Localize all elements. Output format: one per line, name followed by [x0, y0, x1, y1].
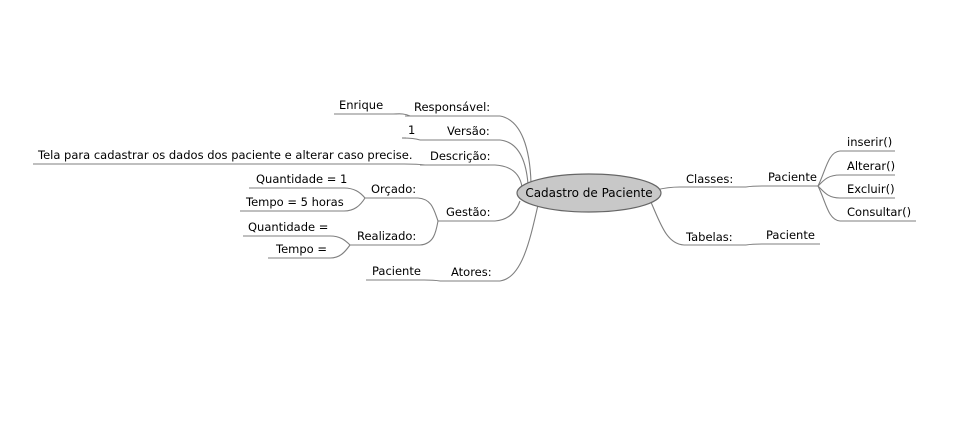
label-realizado: Realizado:	[357, 229, 416, 243]
label-versao: Versão:	[447, 124, 490, 138]
connector-tabelas-value	[745, 243, 763, 246]
connector-atores-value	[423, 279, 441, 282]
label-descricao: Descrição:	[430, 149, 490, 163]
value-descricao: Tela para cadastrar os dados dos pacient…	[37, 148, 413, 162]
method-consultar: Consultar()	[847, 205, 911, 219]
value-orcado-tempo: Tempo = 5 horas	[245, 195, 344, 209]
connector-atores	[499, 204, 539, 282]
connector-method-3	[817, 185, 841, 199]
connector-gestao	[494, 200, 521, 222]
label-responsavel: Responsável:	[414, 100, 490, 114]
connector-descricao-value	[403, 163, 426, 166]
label-gestao: Gestão:	[446, 205, 490, 219]
label-classes: Classes:	[686, 172, 733, 186]
connector-method-4	[817, 185, 841, 222]
connector-tabelas	[649, 199, 685, 246]
connector-method-1	[817, 150, 841, 187]
connector-realizado-tempo	[329, 244, 351, 259]
connector-versao	[499, 139, 529, 185]
connector-realizado-quantidade	[329, 235, 351, 246]
value-responsavel: Enrique	[339, 98, 383, 112]
label-tabelas: Tabelas:	[685, 230, 733, 244]
connector-realizado	[419, 220, 439, 246]
value-realizado-tempo: Tempo =	[275, 242, 327, 256]
label-orcado: Orçado:	[371, 182, 416, 196]
value-classes-paciente: Paciente	[768, 170, 817, 184]
connector-classes-paciente	[745, 185, 763, 188]
value-realizado-quantidade: Quantidade =	[248, 220, 328, 234]
connector-enrique	[392, 113, 411, 117]
connector-orcado-quantidade	[343, 187, 366, 199]
value-versao: 1	[408, 123, 415, 137]
connector-method-2	[817, 174, 841, 187]
connector-responsavel	[499, 115, 532, 184]
value-tabelas: Paciente	[766, 228, 815, 242]
connector-orcado	[417, 197, 439, 222]
method-excluir: Excluir()	[847, 182, 895, 196]
value-atores: Paciente	[372, 264, 421, 278]
central-topic-node[interactable]	[516, 173, 662, 213]
central-topic-label: Cadastro de Paciente	[525, 186, 652, 200]
connector-orcado-tempo	[343, 197, 366, 212]
connector-descricao	[494, 164, 523, 188]
value-orcado-quantidade: Quantidade = 1	[256, 172, 347, 186]
method-alterar: Alterar()	[847, 159, 895, 173]
method-inserir: inserir()	[847, 135, 892, 149]
label-atores: Atores:	[451, 265, 492, 279]
